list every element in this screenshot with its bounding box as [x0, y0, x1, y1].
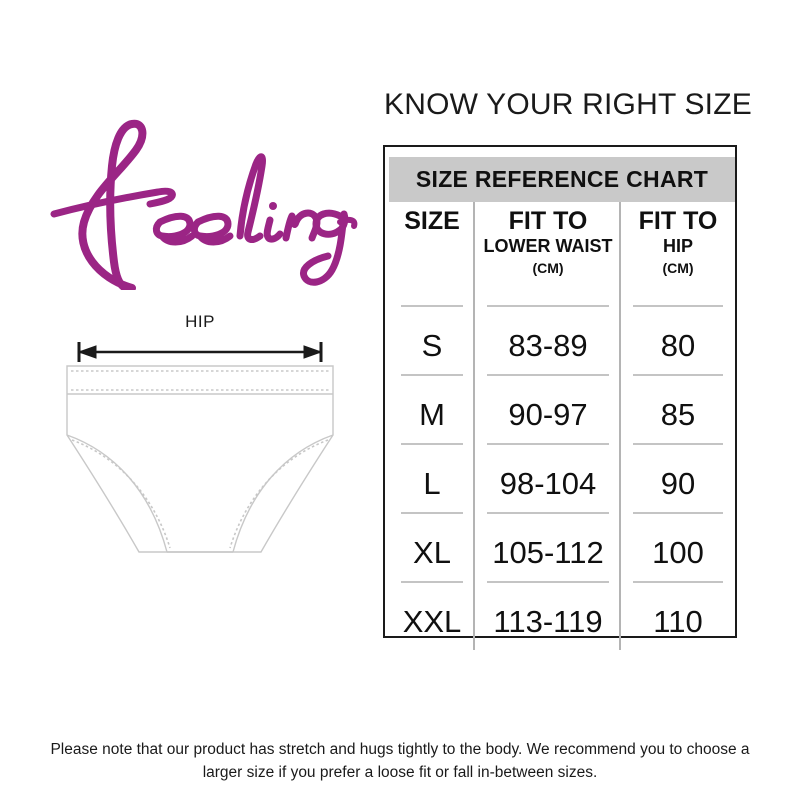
cell-lower-waist: 113-119	[475, 583, 621, 650]
table-row: S 83-89 80	[389, 307, 735, 374]
value-lower-waist: 113-119	[493, 604, 603, 639]
column-header-waist-main: FIT TO	[508, 207, 588, 235]
value-lower-waist: 83-89	[508, 328, 588, 363]
column-header-size: SIZE	[389, 202, 475, 305]
cell-lower-waist: 98-104	[475, 445, 621, 512]
page-title: KNOW YOUR RIGHT SIZE	[384, 88, 752, 121]
column-header-lower-waist: FIT TO LOWER WAIST (CM)	[475, 202, 621, 305]
value-hip: 90	[660, 466, 696, 501]
cell-hip: 90	[621, 445, 735, 512]
cell-size: M	[389, 376, 475, 443]
cell-size: S	[389, 307, 475, 374]
size-reference-table: SIZE REFERENCE CHART SIZE FIT TO LOWER W…	[383, 145, 737, 650]
row-separator	[389, 511, 735, 515]
value-size: S	[421, 328, 443, 363]
value-hip: 100	[652, 535, 704, 570]
table-banner-label: SIZE REFERENCE CHART	[415, 166, 709, 192]
cell-hip: 100	[621, 514, 735, 581]
column-header-hip: FIT TO HIP (CM)	[621, 202, 735, 305]
cell-lower-waist: 90-97	[475, 376, 621, 443]
table-banner: SIZE REFERENCE CHART	[389, 157, 735, 202]
hip-measure-label: HIP	[185, 312, 215, 331]
value-hip: 85	[660, 397, 696, 432]
column-header-waist-unit: (CM)	[532, 259, 564, 276]
column-header-hip-sub: HIP	[662, 236, 693, 257]
cell-lower-waist: 83-89	[475, 307, 621, 374]
value-lower-waist: 90-97	[508, 397, 588, 432]
value-lower-waist: 98-104	[499, 466, 597, 501]
cell-hip: 80	[621, 307, 735, 374]
table-header-row: SIZE FIT TO LOWER WAIST (CM) FIT TO HIP …	[389, 202, 735, 305]
table-row: L 98-104 90	[389, 445, 735, 512]
column-header-hip-main: FIT TO	[638, 207, 718, 235]
cell-size: XL	[389, 514, 475, 581]
row-separator	[389, 304, 735, 308]
table-row: XXL 113-119 110	[389, 583, 735, 650]
value-size: XXL	[402, 604, 462, 639]
table-row: XL 105-112 100	[389, 514, 735, 581]
size-chart-panel: KNOW YOUR RIGHT SIZE SIZE REFERENCE CHAR…	[380, 0, 800, 720]
footer-note: Please note that our product has stretch…	[50, 741, 750, 782]
left-illustration-panel: HIP	[0, 0, 380, 720]
value-lower-waist: 105-112	[492, 535, 604, 570]
value-size: XL	[413, 535, 451, 570]
row-separator	[389, 580, 735, 584]
cell-lower-waist: 105-112	[475, 514, 621, 581]
column-header-hip-unit: (CM)	[662, 259, 694, 276]
value-size: L	[423, 466, 441, 501]
table-grid: SIZE FIT TO LOWER WAIST (CM) FIT TO HIP …	[389, 202, 735, 650]
table-row: M 90-97 85	[389, 376, 735, 443]
column-header-waist-sub: LOWER WAIST	[483, 236, 613, 257]
row-separator	[389, 373, 735, 377]
hip-measurement-indicator: HIP	[60, 312, 340, 364]
brand-logo	[40, 110, 360, 292]
cell-hip: 110	[621, 583, 735, 650]
column-header-size-main: SIZE	[404, 207, 460, 235]
value-size: M	[419, 397, 445, 432]
cell-size: XXL	[389, 583, 475, 650]
cell-hip: 85	[621, 376, 735, 443]
value-hip: 110	[653, 604, 703, 639]
garment-diagram	[55, 360, 345, 580]
row-separator	[389, 442, 735, 446]
value-hip: 80	[660, 328, 696, 363]
cell-size: L	[389, 445, 475, 512]
